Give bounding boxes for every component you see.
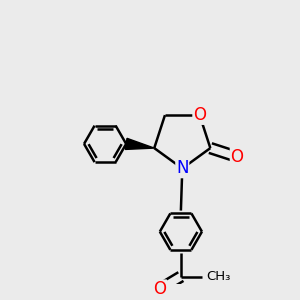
Text: N: N bbox=[176, 160, 188, 178]
Text: O: O bbox=[230, 148, 244, 166]
Text: CH₃: CH₃ bbox=[206, 270, 230, 283]
Polygon shape bbox=[125, 138, 154, 149]
Text: O: O bbox=[153, 280, 166, 298]
Text: O: O bbox=[193, 106, 206, 124]
